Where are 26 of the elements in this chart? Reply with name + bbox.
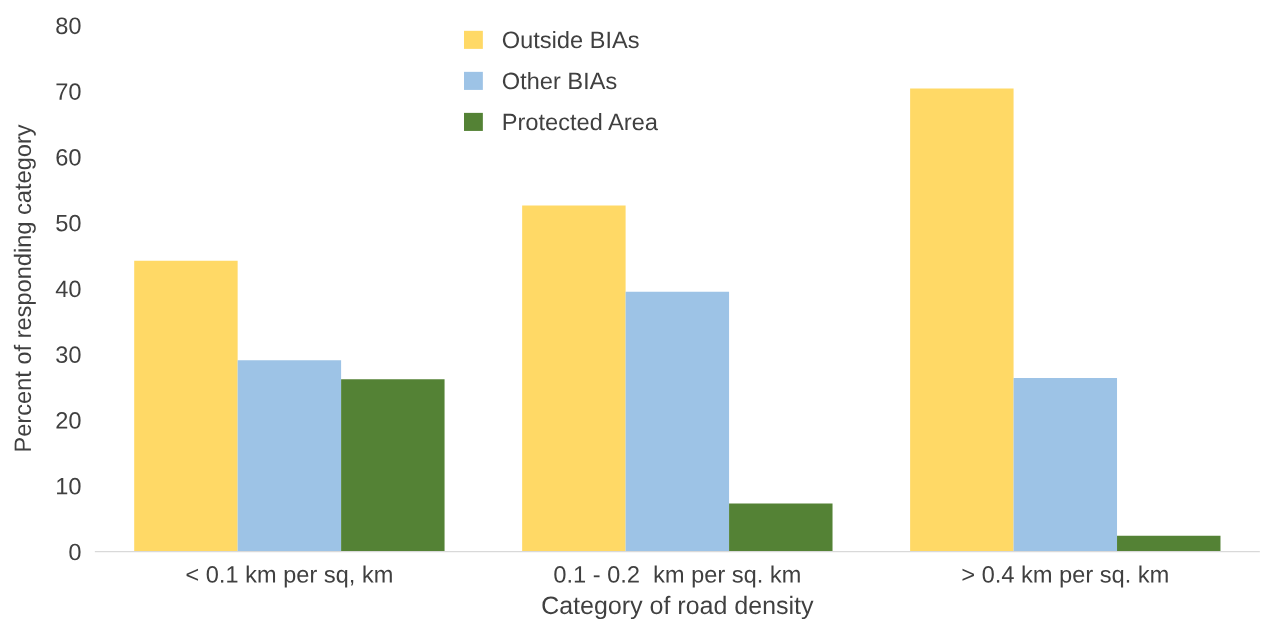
bar xyxy=(1013,377,1118,552)
bar xyxy=(134,260,238,552)
legend-label: Outside BIAs xyxy=(502,30,639,49)
x-axis-title: Category of road density xyxy=(542,595,814,620)
y-tick-label: 0 xyxy=(69,543,81,561)
y-tick-label: 20 xyxy=(56,412,81,429)
y-axis-title: Percent of responding category xyxy=(13,124,36,451)
bar xyxy=(237,360,342,552)
y-tick-label: 50 xyxy=(56,214,81,232)
y-tick-label: 30 xyxy=(56,346,81,364)
legend-label: Other BIAs xyxy=(502,71,617,90)
x-tick-label: > 0.4 km per sq. km xyxy=(962,565,1168,588)
bar xyxy=(522,205,626,552)
y-tick-label: 80 xyxy=(56,17,81,35)
y-tick-label: 60 xyxy=(56,148,81,166)
bar xyxy=(729,503,833,552)
y-tick-label: 70 xyxy=(56,83,81,100)
y-tick-label: 40 xyxy=(55,280,81,298)
legend-label: Protected Area xyxy=(503,113,658,131)
x-tick-label: 0.1 - 0.2 km per sq. km xyxy=(554,565,800,588)
bar xyxy=(1117,535,1221,552)
x-tick-label: < 0.1 km per sq, km xyxy=(186,565,392,588)
y-tick-label: 10 xyxy=(57,477,81,495)
bar xyxy=(625,291,730,552)
bar xyxy=(910,88,1014,552)
bar xyxy=(341,379,445,552)
